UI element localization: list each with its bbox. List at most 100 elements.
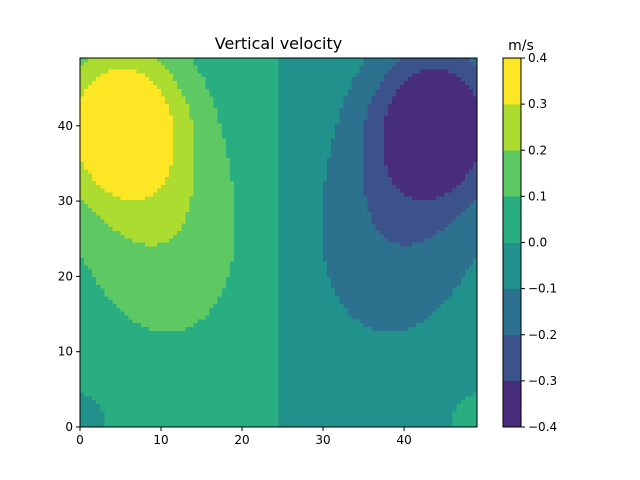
contour-cell [294, 184, 300, 190]
contour-cell [250, 238, 255, 244]
contour-cell [460, 61, 466, 67]
contour-cell [140, 111, 146, 117]
contour-cell [339, 250, 344, 255]
contour-cell [306, 250, 312, 255]
contour-cell [217, 127, 223, 132]
contour-cell [314, 107, 320, 113]
contour-cell [456, 146, 462, 151]
contour-cell [221, 181, 227, 186]
contour-cell [387, 230, 393, 236]
contour-cell [335, 81, 340, 86]
contour-cell [428, 184, 434, 190]
contour-cell [440, 111, 446, 117]
contour-cell [448, 111, 454, 117]
contour-cell [193, 154, 199, 159]
contour-cell [371, 127, 377, 132]
contour-cell [412, 192, 417, 197]
contour-cell [472, 88, 478, 94]
contour-cell [404, 111, 409, 117]
contour-cell [351, 65, 357, 71]
contour-cell [310, 207, 316, 213]
contour-cell [359, 77, 365, 82]
contour-cell [84, 73, 89, 78]
contour-cell [420, 200, 425, 205]
contour-cell [290, 146, 296, 151]
contour-cell [391, 181, 397, 186]
contour-cell [383, 92, 389, 98]
contour-cell [339, 123, 344, 128]
contour-cell [363, 223, 369, 228]
contour-cell [205, 227, 211, 232]
contour-cell [412, 84, 417, 90]
contour-cell [100, 177, 105, 182]
contour-cell [225, 134, 231, 140]
contour-cell [201, 77, 207, 82]
contour-cell [339, 227, 344, 232]
contour-cell [205, 234, 211, 240]
contour-cell [84, 196, 89, 201]
contour-cell [177, 192, 182, 197]
contour-cell [274, 65, 280, 71]
contour-cell [416, 146, 421, 151]
contour-cell [294, 138, 300, 144]
contour-cell [452, 77, 458, 82]
contour-cell [205, 215, 211, 221]
contour-cell [96, 127, 101, 132]
contour-cell [205, 219, 211, 224]
contour-cell [383, 131, 389, 136]
contour-cell [375, 230, 381, 236]
contour-cell [298, 150, 304, 155]
contour-cell [282, 200, 288, 205]
contour-cell [92, 150, 97, 155]
contour-cell [213, 223, 219, 228]
contour-cell [246, 173, 251, 178]
contour-cell [237, 131, 243, 136]
contour-cell [395, 104, 401, 109]
contour-cell [290, 234, 296, 240]
contour-cell [420, 238, 425, 244]
contour-cell [363, 238, 369, 244]
contour-cell [177, 219, 182, 224]
contour-cell [152, 192, 158, 197]
contour-cell [436, 157, 442, 163]
contour-cell [233, 138, 239, 144]
contour-cell [128, 81, 134, 86]
contour-cell [266, 84, 271, 90]
contour-cell [108, 161, 114, 167]
contour-cell [472, 150, 478, 155]
contour-cell [250, 184, 255, 190]
contour-cell [464, 181, 470, 186]
contour-cell [96, 161, 101, 167]
contour-cell [420, 219, 425, 224]
contour-cell [124, 65, 130, 71]
contour-cell [92, 65, 97, 71]
contour-cell [444, 84, 450, 90]
contour-cell [404, 142, 409, 147]
contour-cell [367, 219, 373, 224]
contour-cell [347, 219, 353, 224]
contour-cell [290, 142, 296, 147]
contour-cell [395, 234, 401, 240]
contour-cell [108, 165, 114, 171]
contour-cell [181, 150, 186, 155]
contour-cell [221, 92, 227, 98]
contour-cell [128, 223, 134, 228]
contour-cell [359, 123, 365, 128]
contour-cell [367, 73, 373, 78]
contour-cell [351, 250, 357, 255]
contour-cell [197, 250, 203, 255]
contour-cell [250, 215, 255, 221]
contour-cell [209, 150, 215, 155]
contour-cell [416, 215, 421, 221]
contour-cell [428, 157, 434, 163]
contour-cell [472, 223, 478, 228]
contour-cell [319, 230, 324, 236]
contour-cell [205, 88, 211, 94]
contour-cell [128, 161, 134, 167]
contour-cell [412, 227, 417, 232]
contour-cell [197, 81, 203, 86]
contour-cell [286, 188, 292, 194]
contour-cell [472, 200, 478, 205]
contour-cell [185, 188, 190, 194]
contour-cell [310, 107, 316, 113]
